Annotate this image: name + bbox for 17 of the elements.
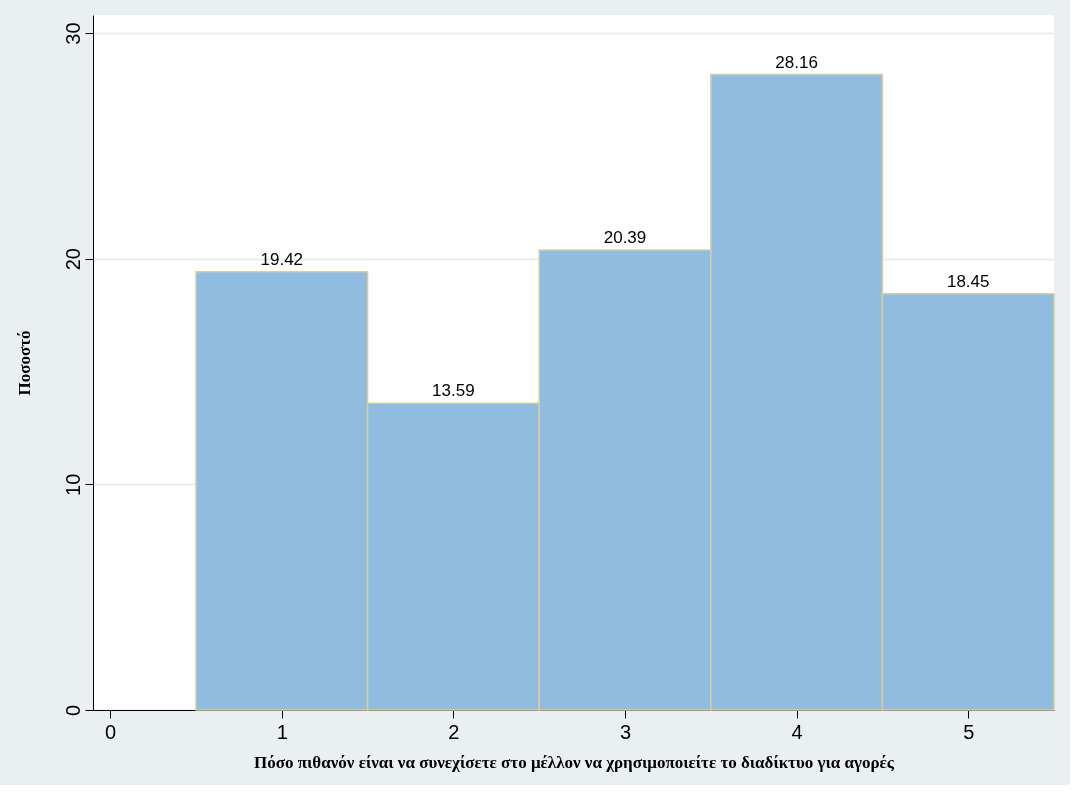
data-label: 28.16 [775,52,818,72]
y-tick-label: 30 [61,22,84,45]
x-tick-label: 2 [448,720,460,743]
y-tick-label: 10 [61,473,84,496]
y-tick-label: 20 [61,248,84,271]
data-label: 19.42 [260,249,304,269]
x-tick-label: 0 [105,720,117,743]
data-label: 18.45 [946,271,990,291]
y-axis-title: Ποσοστό [14,330,34,396]
y-tick-label: 0 [61,704,84,717]
x-tick-label: 1 [276,720,288,743]
x-tick-label: 4 [791,720,803,743]
x-tick-label: 5 [963,720,975,743]
data-label: 13.59 [432,381,475,401]
data-label: 20.39 [603,227,647,247]
x-tick-label: 3 [619,720,632,743]
x-axis-title: Πόσο πιθανόν είναι να συνεχίσετε στο μέλλον να χρησιμοποιείτε το διαδίκτυο για αγορές [254,752,895,772]
